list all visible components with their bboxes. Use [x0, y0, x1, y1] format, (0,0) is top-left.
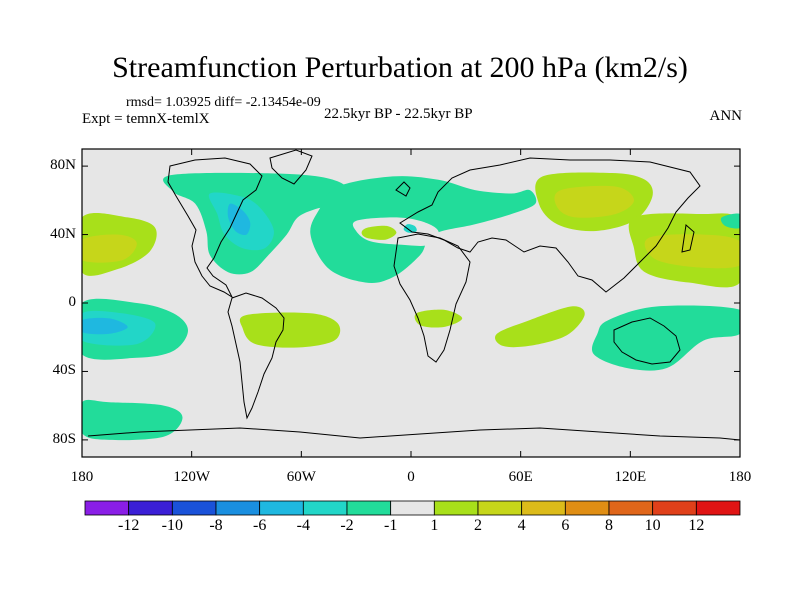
colorbar-swatch [215, 500, 261, 516]
colorbar-label: -12 [117, 517, 140, 534]
coastline-segment [681, 224, 695, 253]
coastline-segment [399, 157, 701, 293]
y-tick-label: 80S [52, 430, 76, 447]
africa-positive [414, 309, 463, 328]
coastline-segment [167, 157, 263, 299]
colorbar-swatch [695, 500, 741, 516]
chart-title: Streamfunction Perturbation at 200 hPa (… [112, 51, 688, 84]
indian-ocean-positive [495, 306, 585, 348]
rmsd-diff-label: rmsd= 1.03925 diff= -2.13454e-09 [126, 95, 321, 110]
colorbar-label: 1 [430, 517, 439, 534]
coastline-segment [395, 181, 411, 197]
colorbar-label: 6 [561, 517, 570, 534]
x-tick-label: 60W [286, 469, 316, 485]
axis-ticks [81, 149, 741, 457]
x-tick-label: 0 [407, 469, 415, 485]
colorbar-label: -4 [296, 517, 310, 534]
colorbar-label: -8 [209, 517, 223, 534]
colorbar-swatch [259, 500, 304, 516]
south-atlantic-positive [239, 312, 341, 348]
y-tick-label: 80N [50, 157, 76, 174]
period-label: 22.5kyr BP - 22.5kyr BP [324, 106, 473, 122]
west-pacific-positive-core [644, 234, 740, 269]
colorbar-swatch [302, 500, 348, 516]
coastline-segment [87, 427, 741, 441]
colorbar-swatch [564, 500, 610, 516]
siberia-positive-core [554, 185, 634, 218]
x-tick-label: 60E [508, 469, 533, 485]
x-tick-label: 180 [70, 469, 94, 485]
south-pacific-negative [82, 399, 183, 441]
mediterranean-spot [403, 224, 417, 233]
colorbar-swatch [171, 500, 217, 516]
x-tick-label: 120E [614, 469, 647, 485]
colorbar-label: -2 [340, 517, 354, 534]
colorbar-swatch [477, 500, 523, 516]
colorbar-swatch [608, 500, 654, 516]
colorbar-swatch [521, 500, 566, 516]
x-tick-label: 120W [173, 469, 210, 485]
y-tick-label: 40N [50, 225, 76, 242]
experiment-label: Expt = temnX-temlX [82, 111, 210, 127]
atlantic-hole-positive [361, 225, 397, 240]
colorbar-label: 12 [688, 517, 705, 534]
tropical-pacific-core-2 [82, 317, 128, 335]
colorbar-swatch [433, 500, 479, 516]
x-tick-label: 180 [728, 469, 752, 485]
colorbar-label: 2 [474, 517, 482, 534]
colorbar-label: -10 [161, 517, 183, 534]
colorbar-label: 8 [605, 517, 613, 534]
colorbar-swatch [652, 500, 697, 516]
colorbar-swatch [346, 500, 392, 516]
coastline-segment [393, 233, 471, 363]
colorbar [84, 500, 741, 516]
season-label: ANN [709, 108, 743, 124]
coastlines [87, 149, 741, 441]
colorbar-label: -1 [383, 517, 398, 534]
coastline-segment [227, 292, 285, 420]
y-tick-label: 0 [68, 294, 77, 310]
colorbar-label: -6 [252, 517, 267, 534]
coastline-segment [613, 317, 681, 365]
colorbar-label: 10 [644, 517, 661, 534]
colorbar-swatch [84, 500, 130, 516]
north-pacific-positive-core [82, 234, 137, 263]
y-tick-label: 40S [52, 362, 76, 379]
colorbar-swatch [128, 500, 173, 516]
colorbar-swatch [390, 500, 435, 516]
australia-negative [591, 305, 740, 371]
colorbar-label: 4 [517, 517, 526, 534]
ne-corner-negative [720, 213, 740, 229]
north-america-core-2 [227, 203, 251, 236]
coastline-segment [269, 149, 313, 185]
